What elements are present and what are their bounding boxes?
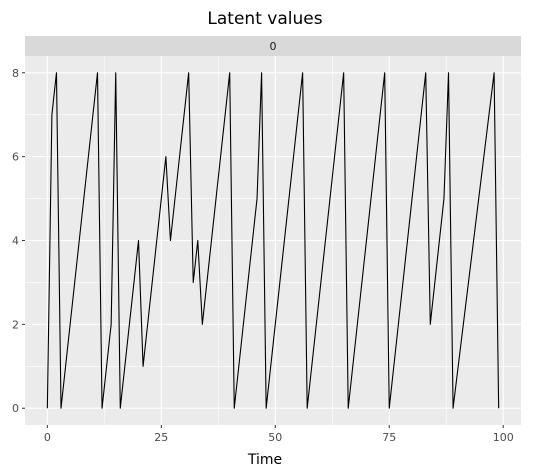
data-layer bbox=[46, 72, 500, 409]
y-tick-label: 8 bbox=[12, 67, 19, 80]
series-line-0 bbox=[46, 72, 500, 409]
x-tick-label: 100 bbox=[493, 431, 514, 444]
x-tick-label: 25 bbox=[154, 431, 168, 444]
x-axis-title: Time bbox=[247, 452, 282, 468]
facet-strip bbox=[25, 36, 521, 56]
x-tick-label: 75 bbox=[382, 431, 396, 444]
grid-major bbox=[25, 56, 521, 425]
chart-title: Latent values bbox=[207, 9, 322, 29]
axes-layer: 0 25 50 75 100 0 2 4 6 8 bbox=[12, 67, 514, 444]
y-tick-label: 2 bbox=[12, 318, 19, 331]
x-tick-label: 50 bbox=[268, 431, 282, 444]
y-tick-label: 6 bbox=[12, 151, 19, 164]
y-tick-label: 0 bbox=[12, 402, 19, 415]
x-tick-label: 0 bbox=[44, 431, 51, 444]
facet-strip-label: 0 bbox=[270, 40, 277, 53]
y-tick-label: 4 bbox=[12, 235, 19, 248]
